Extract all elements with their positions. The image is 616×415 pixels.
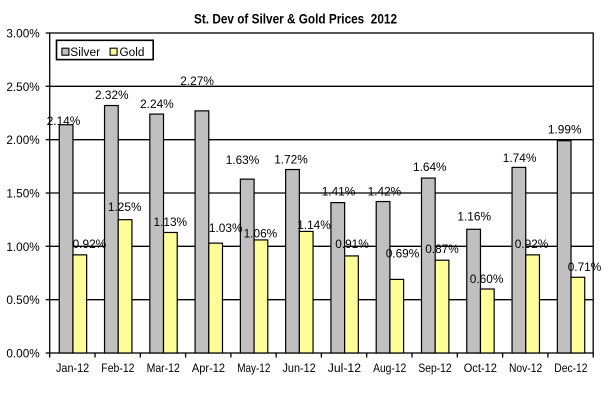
svg-text:Aug-12: Aug-12 — [373, 361, 406, 375]
svg-text:Dec-12: Dec-12 — [554, 361, 587, 375]
svg-text:1.50%: 1.50% — [6, 187, 39, 201]
svg-text:Jul-12: Jul-12 — [328, 361, 361, 375]
svg-text:Jan-12: Jan-12 — [56, 361, 89, 375]
svg-text:Gold: Gold — [120, 45, 145, 59]
svg-text:1.72%: 1.72% — [274, 153, 308, 167]
svg-text:May-12: May-12 — [237, 361, 270, 375]
svg-text:1.16%: 1.16% — [457, 210, 491, 224]
svg-text:1.06%: 1.06% — [244, 226, 278, 240]
svg-text:0.50%: 0.50% — [6, 293, 39, 307]
svg-text:2.24%: 2.24% — [140, 97, 174, 111]
svg-text:1.42%: 1.42% — [368, 184, 402, 198]
svg-text:0.60%: 0.60% — [470, 272, 504, 286]
svg-text:1.41%: 1.41% — [322, 184, 356, 198]
svg-text:1.63%: 1.63% — [226, 153, 260, 167]
svg-text:0.91%: 0.91% — [335, 237, 369, 251]
svg-text:1.74%: 1.74% — [503, 151, 537, 165]
svg-text:1.00%: 1.00% — [6, 240, 39, 254]
svg-text:Silver: Silver — [70, 45, 100, 59]
svg-text:1.64%: 1.64% — [413, 160, 447, 174]
svg-text:Sep-12: Sep-12 — [418, 361, 451, 375]
svg-text:0.92%: 0.92% — [73, 237, 107, 251]
svg-text:0.69%: 0.69% — [386, 246, 420, 260]
svg-text:1.14%: 1.14% — [297, 218, 331, 232]
svg-text:Jun-12: Jun-12 — [283, 361, 316, 375]
svg-text:2.14%: 2.14% — [47, 114, 81, 128]
svg-text:1.99%: 1.99% — [548, 123, 582, 137]
svg-text:0.00%: 0.00% — [6, 347, 39, 361]
svg-text:Feb-12: Feb-12 — [101, 361, 134, 375]
svg-text:0.87%: 0.87% — [425, 242, 459, 256]
svg-text:2.27%: 2.27% — [180, 74, 214, 88]
svg-text:1.25%: 1.25% — [108, 200, 142, 214]
svg-text:3.00%: 3.00% — [6, 27, 39, 41]
svg-text:2.50%: 2.50% — [6, 80, 39, 94]
svg-text:0.71%: 0.71% — [568, 260, 602, 274]
svg-text:Oct-12: Oct-12 — [464, 361, 497, 375]
svg-text:1.13%: 1.13% — [154, 215, 188, 229]
svg-text:1.03%: 1.03% — [209, 221, 243, 235]
svg-text:Mar-12: Mar-12 — [147, 361, 180, 375]
svg-text:St. Dev of Silver & Gold Price: St. Dev of Silver & Gold Prices 2012 — [194, 12, 397, 27]
svg-text:2.32%: 2.32% — [95, 88, 129, 102]
svg-text:0.92%: 0.92% — [515, 237, 549, 251]
svg-text:Nov-12: Nov-12 — [509, 361, 542, 375]
svg-text:2.00%: 2.00% — [6, 133, 39, 147]
svg-text:Apr-12: Apr-12 — [192, 361, 225, 375]
